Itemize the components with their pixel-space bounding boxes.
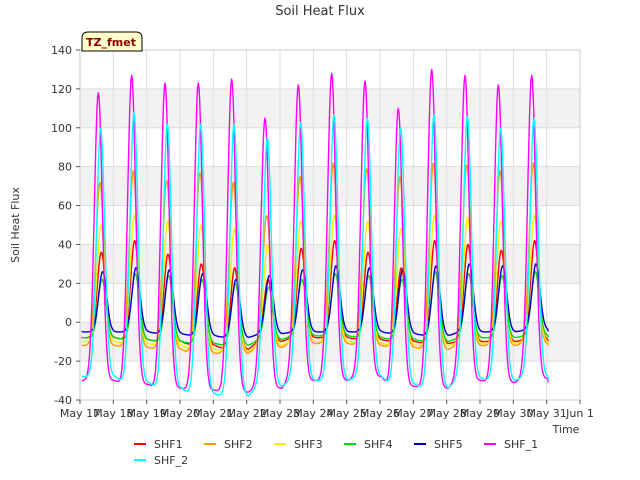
y-tick-label: -20 — [54, 355, 72, 368]
x-tick-label: May 27 — [393, 407, 433, 420]
y-tick-label: -40 — [54, 394, 72, 407]
legend-label: SHF5 — [434, 438, 463, 451]
y-tick-label: 120 — [51, 83, 72, 96]
x-tick-label: May 18 — [93, 407, 133, 420]
x-tick-label: May 25 — [327, 407, 367, 420]
x-tick-label: May 17 — [60, 407, 100, 420]
x-tick-label: May 31 — [527, 407, 567, 420]
y-axis-title: Soil Heat Flux — [9, 187, 22, 263]
x-tick-label: May 29 — [460, 407, 500, 420]
y-tick-label: 80 — [58, 161, 72, 174]
x-tick-label: Jun 1 — [565, 407, 594, 420]
y-tick-label: 60 — [58, 200, 72, 213]
x-tick-label: May 30 — [493, 407, 533, 420]
x-tick-label: May 24 — [293, 407, 333, 420]
series-line-shf-2 — [81, 111, 549, 397]
legend-label: SHF2 — [224, 438, 253, 451]
y-axis-ticks: -40 -20 0 20 40 60 80 100 120 140 — [51, 44, 80, 407]
y-tick-label: 20 — [58, 277, 72, 290]
series-line-shf2 — [81, 162, 549, 354]
grid-band — [80, 322, 580, 362]
series-layer — [81, 68, 549, 397]
y-tick-label: 140 — [51, 44, 72, 57]
x-tick-label: May 26 — [360, 407, 400, 420]
x-axis-title: Time — [552, 423, 580, 436]
tz-annotation-box: TZ_fmet — [81, 31, 143, 52]
x-tick-label: May 21 — [193, 407, 233, 420]
x-tick-label: May 23 — [260, 407, 300, 420]
legend-label: SHF3 — [294, 438, 323, 451]
legend-label: SHF_1 — [504, 438, 538, 451]
x-tick-label: May 28 — [427, 407, 467, 420]
legend-label: SHF_2 — [154, 454, 188, 467]
chart-title: Soil Heat Flux — [275, 4, 365, 19]
x-tick-label: May 22 — [227, 407, 267, 420]
plot-area-border — [79, 49, 581, 401]
y-tick-label: 0 — [65, 316, 72, 329]
legend-label: SHF1 — [154, 438, 183, 451]
legend-label: SHF4 — [364, 438, 393, 451]
legend: SHF1 SHF2 SHF3 SHF4 SHF5 SHF_1 SHF_2 — [134, 438, 538, 467]
tz-annotation-label: TZ_fmet — [86, 36, 136, 49]
x-tick-label: May 19 — [127, 407, 167, 420]
tz-annotation-shape — [81, 31, 143, 52]
y-tick-label: 100 — [51, 122, 72, 135]
x-tick-label: May 20 — [160, 407, 200, 420]
y-tick-label: 40 — [58, 238, 72, 251]
